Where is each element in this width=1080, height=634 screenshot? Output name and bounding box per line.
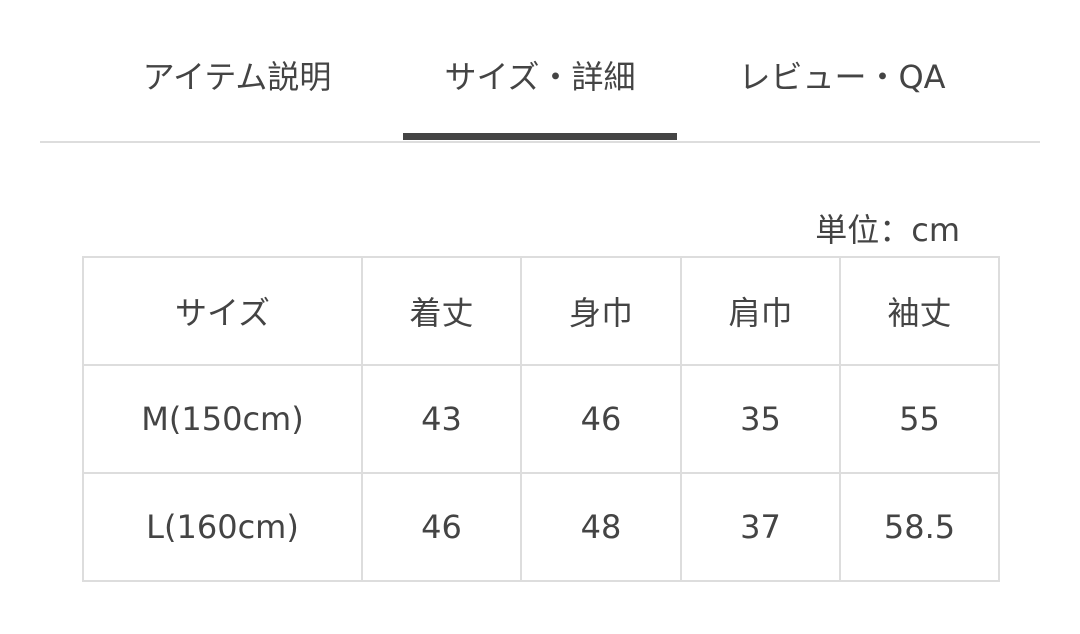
header-length: 着丈 [361,256,522,366]
active-tab-indicator [403,133,677,140]
table-row: M(150cm) 43 46 35 55 [82,364,1000,474]
tab-bar: アイテム説明 サイズ・詳細 レビュー・QA [40,0,1040,143]
header-sleeve: 袖丈 [839,256,1000,366]
cell-length: 43 [361,364,522,474]
cell-shoulder: 37 [680,472,841,582]
cell-sleeve: 55 [839,364,1000,474]
header-width: 身巾 [520,256,682,366]
cell-size: M(150cm) [82,364,363,474]
cell-width: 46 [520,364,682,474]
tab-reviews-qa[interactable]: レビュー・QA [738,58,946,96]
cell-shoulder: 35 [680,364,841,474]
header-size: サイズ [82,256,363,366]
cell-sleeve: 58.5 [839,472,1000,582]
cell-length: 46 [361,472,522,582]
size-table: サイズ 着丈 身巾 肩巾 袖丈 M(150cm) 43 46 35 55 L(1… [82,256,1000,582]
table-row: L(160cm) 46 48 37 58.5 [82,472,1000,582]
cell-width: 48 [520,472,682,582]
table-header-row: サイズ 着丈 身巾 肩巾 袖丈 [82,256,1000,366]
tab-item-description[interactable]: アイテム説明 [142,58,332,96]
header-shoulder: 肩巾 [680,256,841,366]
unit-label: 単位：cm [815,211,960,249]
cell-size: L(160cm) [82,472,363,582]
tab-size-details[interactable]: サイズ・詳細 [444,58,636,96]
